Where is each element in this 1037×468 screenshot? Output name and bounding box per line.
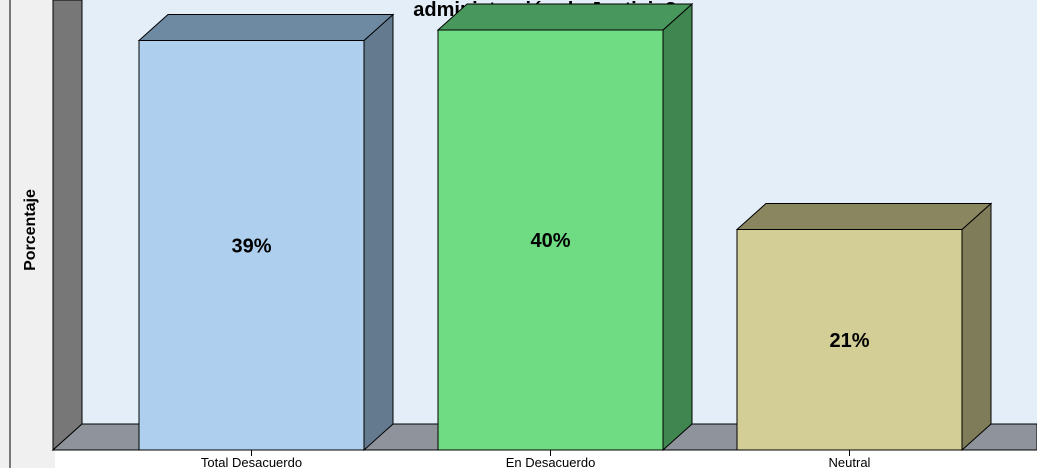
x-tick-label: Neutral	[829, 455, 871, 468]
bar-side	[363, 13, 394, 452]
bar-front	[736, 229, 963, 451]
bar-side	[961, 202, 992, 452]
bar-top	[137, 14, 395, 41]
data-label: 39%	[231, 235, 271, 257]
bar-3: 21% Neutral	[735, 202, 993, 468]
chart-background-left	[0, 0, 55, 468]
bar-top	[735, 203, 993, 230]
x-tick-label: En Desacuerdo	[506, 455, 596, 468]
data-label: 40%	[530, 230, 570, 252]
bar-side	[662, 2, 693, 452]
bar-2: 40% En Desacuerdo	[436, 2, 694, 468]
y-axis-label: Porcentaje	[22, 189, 39, 271]
bar-1: 39% Total Desacuerdo	[137, 13, 395, 468]
bars-group: 39% Total Desacuerdo 40% En Desacuerdo 21% Ne…	[137, 2, 993, 468]
bar-front	[138, 40, 365, 451]
bar-front	[437, 29, 664, 451]
bar-top	[436, 3, 694, 31]
data-label: 21%	[829, 330, 869, 352]
plot-left-wall	[52, 0, 83, 452]
x-tick-label: Total Desacuerdo	[201, 455, 302, 468]
